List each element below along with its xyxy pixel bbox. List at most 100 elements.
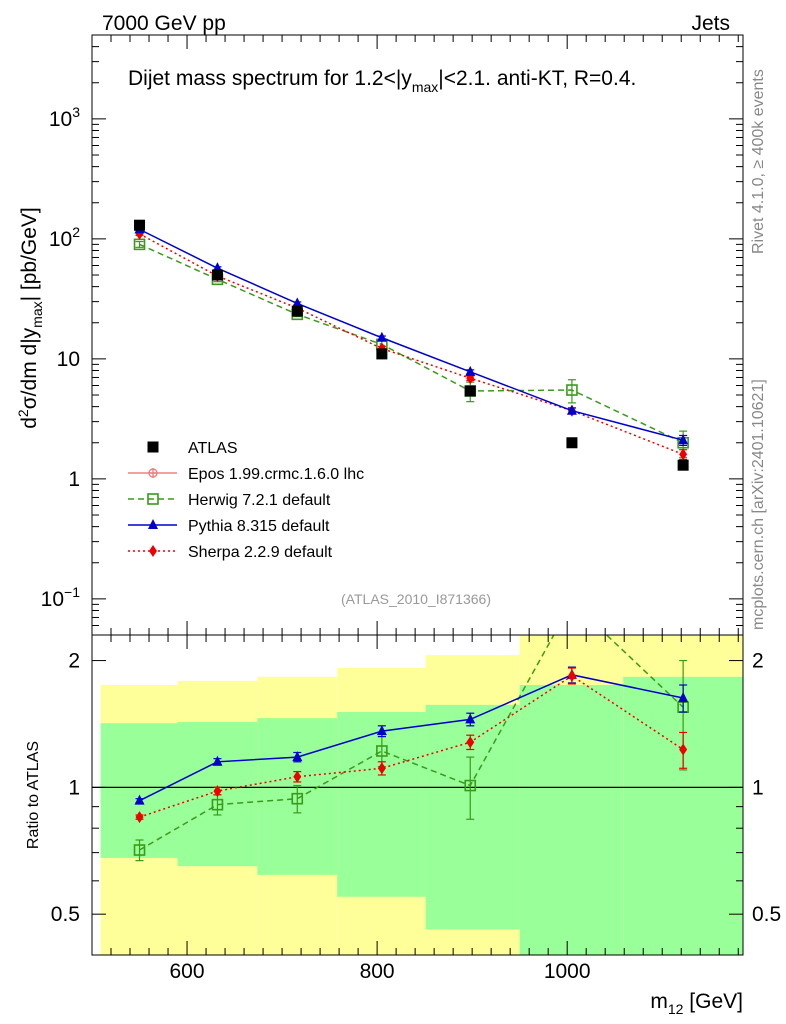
atlas-point (376, 348, 388, 360)
y-tick-label-base: 10 (49, 228, 72, 251)
ratio-x-tick-labels: 600 800 1000 (170, 960, 591, 983)
main-y-axis-label: d2σ/dm d|ymax| [pb/GeV] (15, 207, 45, 429)
pythia-point (678, 434, 689, 445)
ratio-sherpa-point (567, 669, 576, 682)
ratio-herwig-point (291, 792, 304, 805)
main-tick-marks (91, 34, 743, 636)
y-tick-label: 103 (49, 104, 80, 131)
energy-label: 7000 GeV pp (102, 12, 226, 35)
ylabel-mid: σ/dm d|y (18, 327, 41, 409)
sherpa-point (679, 448, 688, 461)
legend-atlas-marker (147, 441, 159, 453)
xlabel-sub: 12 (668, 1001, 684, 1017)
atlas-point (134, 219, 146, 231)
y-tick-label-exponent: 2 (72, 224, 80, 240)
legend: ATLAS Epos 1.99.crmc.1.6.0 lhc Herwig 7.2.… (128, 440, 364, 561)
pythia-point (292, 297, 303, 308)
ratio-y-tick-label-right: 1 (752, 776, 764, 799)
ratio-inner-band (519, 684, 624, 955)
y-tick-label: 1 (68, 468, 80, 491)
x-tick-label: 600 (170, 960, 205, 983)
ratio-inner-band (100, 723, 178, 858)
rivet-label: Rivet 4.1.0, ≥ 400k events (750, 69, 767, 254)
legend-epos-label: Epos 1.99.crmc.1.6.0 lhc (188, 466, 364, 483)
mcplots-label: mcplots.cern.ch [arXiv:2401.10621] (750, 379, 767, 630)
ratio-sherpa-point (135, 811, 144, 824)
ylabel-d: d (18, 417, 41, 429)
y-tick-label-base: 10 (49, 108, 72, 131)
x-tick-label: 800 (360, 960, 395, 983)
x-tick-label: 1000 (544, 960, 591, 983)
x-axis-label: m12 [GeV] (650, 990, 743, 1017)
y-tick-label-exponent: −1 (64, 584, 80, 600)
ratio-pythia-point (376, 725, 387, 736)
ratio-pythia-point (212, 755, 223, 766)
legend-pythia-label: Pythia 8.315 default (188, 518, 330, 535)
ratio-sherpa-point (377, 762, 386, 775)
ylabel-sub: max (29, 301, 45, 327)
legend-sherpa-marker (149, 545, 157, 557)
ratio-pythia-point (292, 751, 303, 762)
ratio-herwig-point (567, 597, 577, 607)
ratio-sherpa-point (466, 736, 475, 749)
legend-pythia-marker (148, 519, 158, 529)
legend-atlas-label: ATLAS (188, 440, 238, 457)
ylabel-sup: 2 (15, 409, 31, 417)
y-tick-label-base: 10 (57, 348, 80, 371)
atlas-point (211, 269, 223, 281)
main-plot-panel: Dijet mass spectrum for 1.2<|ymax|<2.1. … (15, 34, 744, 636)
ratio-y-tick-label-left: 2 (68, 650, 80, 673)
pythia-point (566, 404, 577, 415)
ratio-herwig-point (133, 844, 146, 856)
xlabel-main: m (650, 990, 668, 1013)
ratio-pythia-point (465, 713, 476, 724)
pythia-point (376, 331, 387, 342)
legend-sherpa-label: Sherpa 2.2.9 default (188, 544, 333, 561)
y-tick-label-base: 10 (41, 588, 64, 611)
legend-herwig-marker (147, 493, 159, 505)
ratio-pythia-point (134, 794, 145, 805)
ratio-herwig-point (211, 798, 224, 811)
ratio-herwig-point (376, 745, 388, 757)
atlas-point (566, 437, 578, 449)
ratio-herwig-point (464, 779, 477, 792)
ratio-plot-frame (91, 634, 744, 956)
atlas-point (291, 305, 303, 317)
y-tick-label: 10−1 (41, 584, 81, 611)
main-chart-title: Dijet mass spectrum for 1.2<|ymax|<2.1. … (128, 67, 636, 95)
ylabel-end: | [pb/GeV] (18, 207, 41, 301)
atlas-point (464, 385, 476, 397)
ratio-y-axis-label: Ratio to ATLAS (25, 741, 42, 849)
process-label: Jets (691, 12, 730, 35)
title-rest-text: |<2.1. anti-KT, R=0.4. (438, 67, 636, 90)
title-subscript: max (412, 79, 438, 95)
ratio-inner-band (425, 704, 520, 930)
pythia-point (465, 365, 476, 376)
ratio-series-group (133, 597, 689, 862)
ratio-y-tick-labels: 0.5 0.5 1 1 2 2 (51, 650, 781, 927)
y-tick-label: 102 (49, 224, 80, 251)
legend-herwig-label: Herwig 7.2.1 default (188, 492, 331, 509)
y-tick-label: 10 (57, 348, 80, 371)
y-tick-label-base: 1 (68, 468, 80, 491)
ratio-sherpa-point (293, 770, 302, 783)
title-main-text: Dijet mass spectrum for 1.2<|y (128, 67, 412, 90)
herwig-point (566, 384, 578, 396)
main-series-group (133, 219, 689, 471)
ratio-y-tick-label-left: 1 (68, 776, 80, 799)
pythia-line (139, 228, 684, 441)
ratio-y-tick-label-right: 2 (752, 650, 764, 673)
xlabel-rest: [GeV] (683, 990, 743, 1013)
atlas-point (677, 459, 689, 471)
ratio-tick-marks (91, 635, 743, 956)
analysis-label: (ATLAS_2010_I871366) (341, 591, 491, 607)
ratio-y-tick-label-right: 0.5 (752, 903, 781, 926)
ratio-series-clipped (133, 597, 689, 862)
ratio-pythia-point (678, 691, 689, 702)
ratio-uncertainty-bands (100, 635, 743, 955)
ratio-sherpa-point (213, 785, 222, 798)
y-tick-label-exponent: 3 (72, 104, 80, 120)
ratio-sherpa-point (679, 743, 688, 756)
